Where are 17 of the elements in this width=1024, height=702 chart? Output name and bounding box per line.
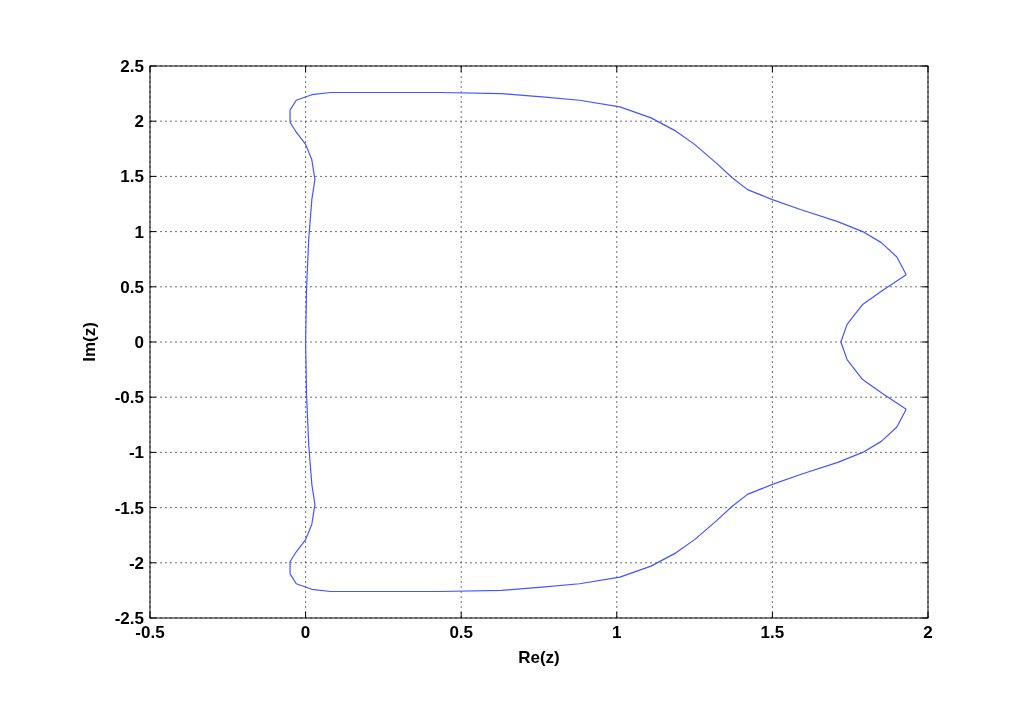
x-tick-label: 1.5 bbox=[760, 623, 785, 642]
y-tick-label: -0.5 bbox=[114, 388, 144, 408]
y-tick-label: 0 bbox=[134, 333, 144, 352]
x-axis-title: Re(z) bbox=[518, 648, 560, 667]
y-tick-label: -1 bbox=[128, 443, 144, 463]
y-tick-label: 1.5 bbox=[120, 167, 144, 187]
x-tick-label: 0 bbox=[300, 623, 311, 642]
y-tick-label: 1 bbox=[134, 222, 144, 242]
y-tick-label: -1.5 bbox=[114, 498, 144, 518]
y-tick-label: 2 bbox=[134, 112, 144, 132]
y-axis-title: Im(z) bbox=[80, 322, 99, 362]
y-tick-label: 0.5 bbox=[120, 277, 144, 297]
y-tick-label: -2 bbox=[128, 553, 144, 573]
y-tick-label: 2.5 bbox=[120, 57, 144, 76]
x-tick-label: 0.5 bbox=[449, 623, 474, 642]
x-tick-label: 2 bbox=[923, 623, 933, 642]
x-tick-label: 1 bbox=[612, 623, 622, 642]
